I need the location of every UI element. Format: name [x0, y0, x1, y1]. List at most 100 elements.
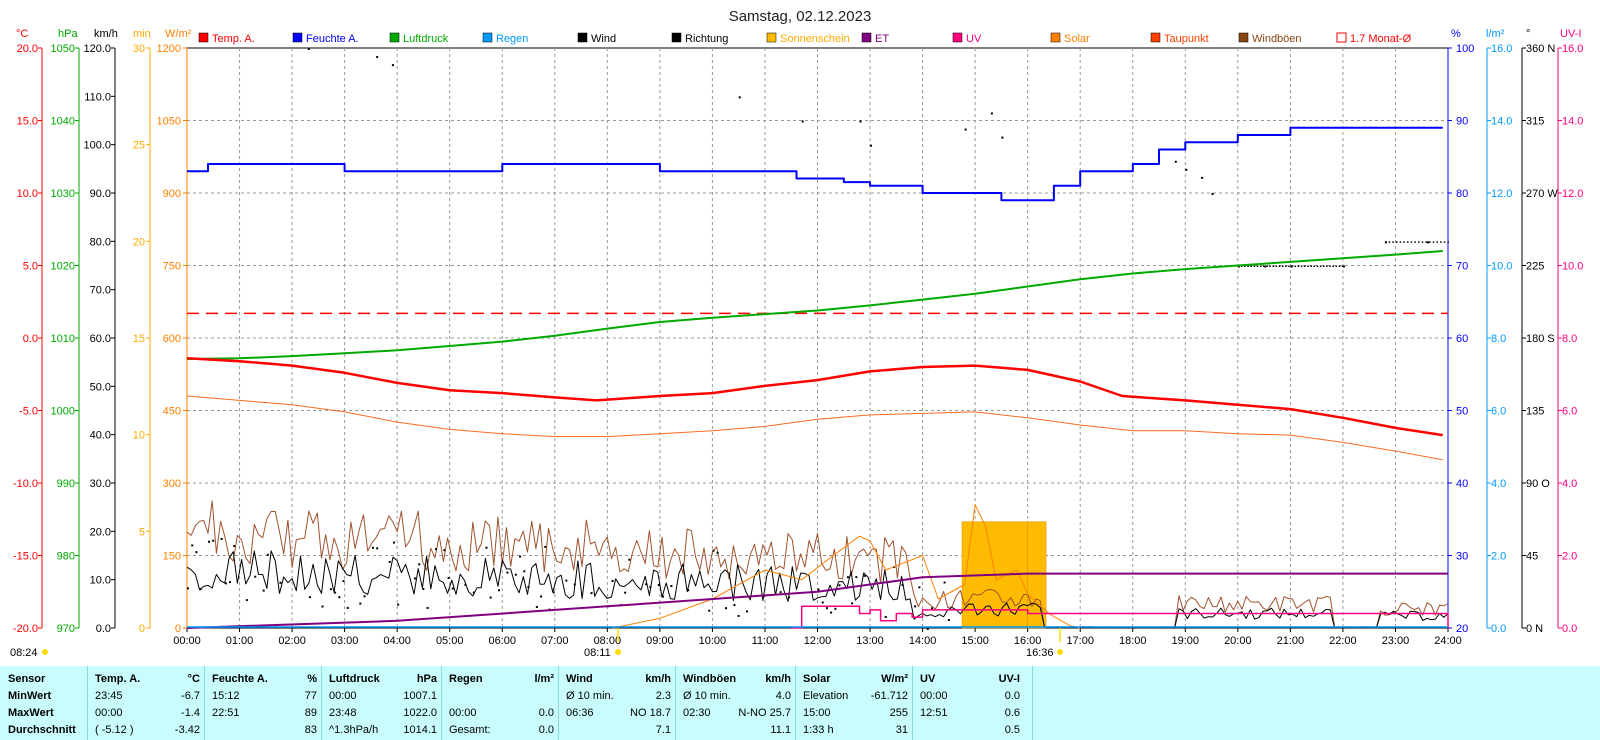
direction-dot [1001, 136, 1004, 139]
temp-axis-tick-label: -10.0 [13, 478, 38, 490]
deg-axis-tick-label: 360 N [1526, 43, 1555, 55]
kmh-axis-tick-label: 110.0 [84, 91, 111, 103]
wind-dot [737, 614, 740, 617]
lm2-axis-tick-label: 10.0 [1491, 261, 1512, 273]
series [186, 48, 1449, 630]
min-axis-tick-label: 20 [133, 236, 145, 248]
direction-dot [1316, 265, 1319, 267]
stats-temp-time: ( -5.12 ) [95, 724, 134, 736]
kmh-axis-tick-label: 80.0 [90, 236, 111, 248]
direction-dot [1288, 265, 1290, 267]
wind-dot [434, 548, 437, 551]
wind-dot [245, 599, 248, 602]
wind-dot [863, 574, 866, 577]
direction-dot [859, 120, 862, 123]
wind-dot [544, 545, 547, 548]
lm2-axis-tick-label: 12.0 [1491, 188, 1512, 200]
kmh-axis-unit: km/h [94, 28, 118, 40]
wind-dot [716, 551, 719, 554]
wind-dot [279, 581, 282, 584]
stats-separator [558, 666, 559, 740]
wind-dot [884, 615, 887, 618]
min-axis-tick-label: 10 [133, 430, 145, 442]
lm2-axis-tick-label: 14.0 [1491, 116, 1512, 128]
stats-pressure-time: 00:00 [329, 690, 357, 702]
sunrise-marker: 08:11 [584, 647, 611, 659]
stats-header: UV-I [998, 673, 1020, 685]
hpa-axis-tick-label: 1020 [51, 261, 75, 273]
wind-dot [199, 588, 202, 591]
stats-header: Solar [803, 673, 831, 685]
wind-dot [565, 579, 568, 582]
legend-swatch [198, 32, 209, 43]
legend-swatch [1238, 32, 1249, 43]
x-tick-label: 13:00 [856, 635, 884, 647]
min-axis-unit: min [133, 28, 151, 40]
direction-dot [1201, 176, 1204, 179]
x-tick-label: 17:00 [1066, 635, 1094, 647]
pct-axis-unit: % [1451, 28, 1461, 40]
x-tick-label: 14:00 [909, 635, 937, 647]
hpa-axis-tick-label: 1040 [51, 116, 75, 128]
stats-humidity-value: 77 [304, 690, 317, 702]
wind-dot [191, 544, 194, 547]
sun-icon [1057, 649, 1063, 655]
temp-axis-tick-label: 15.0 [17, 116, 38, 128]
stats-separator [795, 666, 796, 740]
stats-separator [441, 666, 442, 740]
direction-dot [801, 120, 804, 123]
x-tick-label: 00:00 [173, 635, 201, 647]
wind-dot [590, 592, 593, 595]
direction-dot [1447, 241, 1449, 243]
kmh-axis-tick-label: 40.0 [90, 430, 111, 442]
direction-dot [1304, 265, 1306, 267]
wind-dot [308, 596, 311, 599]
x-tick-label: 21:00 [1277, 635, 1305, 647]
uvi-axis-tick-label: 12.0 [1562, 188, 1583, 200]
wind-dot [535, 606, 538, 609]
wind-dot [687, 589, 690, 592]
wind-dot [851, 602, 854, 605]
axes: 00:00 01:00 02:00 03:00 04:00 05:00 06:00 07:00… [13, 28, 1584, 647]
deg-axis-unit: ° [1526, 28, 1530, 40]
x-tick-label: 24:00 [1434, 635, 1462, 647]
wind-dot [485, 546, 488, 549]
direction-dot [1332, 265, 1334, 267]
wind-dot [418, 563, 421, 566]
stats-temp-value: -1.4 [181, 707, 200, 719]
temp-axis-tick-label: 20.0 [17, 43, 38, 55]
min-axis-tick-label: 30 [133, 43, 145, 55]
stats-row-label: MaxWert [8, 707, 54, 719]
direction-dot [1395, 241, 1398, 243]
direction-dot [1259, 265, 1262, 267]
wm2-axis-tick-label: 0 [175, 623, 181, 635]
stats-header: UV [920, 673, 936, 685]
uvi-axis-tick-label: 6.0 [1562, 406, 1577, 418]
legend-swatch [577, 32, 588, 43]
stats-separator [204, 666, 205, 740]
wind-dot [342, 580, 345, 583]
wind-dot [376, 547, 379, 550]
wind-dot [855, 576, 858, 579]
wind-dot [552, 591, 555, 594]
x-tick-label: 07:00 [541, 635, 569, 647]
direction-dot [1399, 241, 1402, 243]
stats-gust-time: 02:30 [683, 707, 711, 719]
stats-uv-time: 00:00 [920, 690, 948, 702]
sun-markers: 08:24 08:11 16:36 [10, 628, 1063, 659]
direction-dot [1392, 241, 1394, 243]
stats-humidity-time: 15:12 [212, 690, 240, 702]
hpa-axis-unit: hPa [58, 28, 78, 40]
wind-dot [489, 596, 492, 599]
wm2-axis-tick-label: 150 [163, 551, 181, 563]
wind-dot [413, 577, 416, 580]
direction-dot [990, 112, 993, 115]
direction-dot [1418, 241, 1420, 243]
wind-dot [229, 581, 232, 584]
pct-axis-tick-label: 80 [1456, 188, 1468, 200]
wind-dot [254, 575, 257, 578]
stats-header: Wind [566, 673, 593, 685]
wind-dot [359, 602, 362, 605]
min-axis-tick-label: 15 [133, 333, 145, 345]
stats-separator [1032, 666, 1033, 740]
